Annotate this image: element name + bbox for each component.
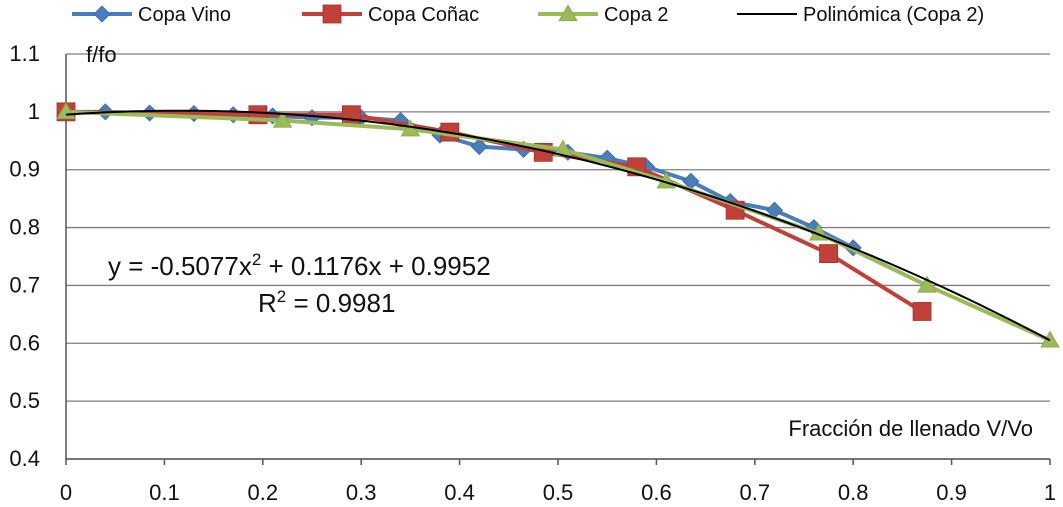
x-tick-label: 0.3: [346, 480, 377, 505]
legend: Copa Vino Copa Coñac Copa 2 Polinómica (Cop…: [72, 4, 984, 26]
legend-marker-copa-2: [558, 4, 578, 22]
series-group: [56, 102, 1060, 348]
x-tick-label: 0.6: [641, 480, 672, 505]
y-axis-label: f/fo: [86, 42, 117, 67]
x-tick-label: 1: [1044, 480, 1056, 505]
y-tick-label: 1.1: [9, 41, 40, 66]
point-copa-coñac: [912, 302, 932, 321]
y-tick-label: 1: [28, 99, 40, 124]
r-squared-label: R2 = 0.9981: [258, 287, 395, 318]
x-tick-labels: 0 0.1 0.2 0.3 0.4 0.5 0.6 0.7 0.8 0.9 1: [60, 480, 1056, 505]
point-copa-2: [917, 275, 937, 293]
point-copa-vino: [470, 138, 488, 156]
legend-marker-copa-coñac: [322, 4, 342, 24]
y-tick-label: 0.4: [9, 446, 40, 471]
y-tick-label: 0.8: [9, 215, 40, 240]
x-tick-label: 0.8: [838, 480, 869, 505]
x-tick-label: 0.1: [149, 480, 180, 505]
point-copa-coñac: [819, 244, 838, 264]
x-tick-label: 0.7: [740, 480, 771, 505]
x-tick-label: 0.5: [543, 480, 574, 505]
trendline-equation: y = -0.5077x2 + 0.1176x + 0.9952: [108, 250, 491, 281]
point-copa-2: [272, 110, 293, 128]
legend-label-polin-mica-copa-2-: Polinómica (Copa 2): [803, 4, 984, 26]
legend-marker-copa-vino: [93, 5, 111, 23]
legend-label-copa-2: Copa 2: [604, 4, 669, 26]
x-axis-label: Fracción de llenado V/Vo: [788, 416, 1033, 441]
x-tick-label: 0: [60, 480, 72, 505]
y-tick-label: 0.9: [9, 157, 40, 182]
trendline-curve: [65, 109, 1051, 342]
x-tick-label: 0.4: [444, 480, 475, 505]
y-tick-label: 0.5: [9, 388, 40, 413]
y-tick-labels: 0.4 0.5 0.6 0.7 0.8 0.9 1 1.1: [9, 41, 40, 471]
legend-label-copa-coñac: Copa Coñac: [368, 4, 479, 26]
y-tick-label: 0.7: [9, 272, 40, 297]
x-tick-label: 0.2: [248, 480, 279, 505]
x-tick-label: 0.9: [936, 480, 967, 505]
legend-label-copa-vino: Copa Vino: [138, 4, 231, 26]
trendline-group: [65, 109, 1051, 342]
y-tick-label: 0.6: [9, 330, 40, 355]
series-line-copa-2: [65, 109, 1051, 343]
axes: [65, 54, 1051, 465]
